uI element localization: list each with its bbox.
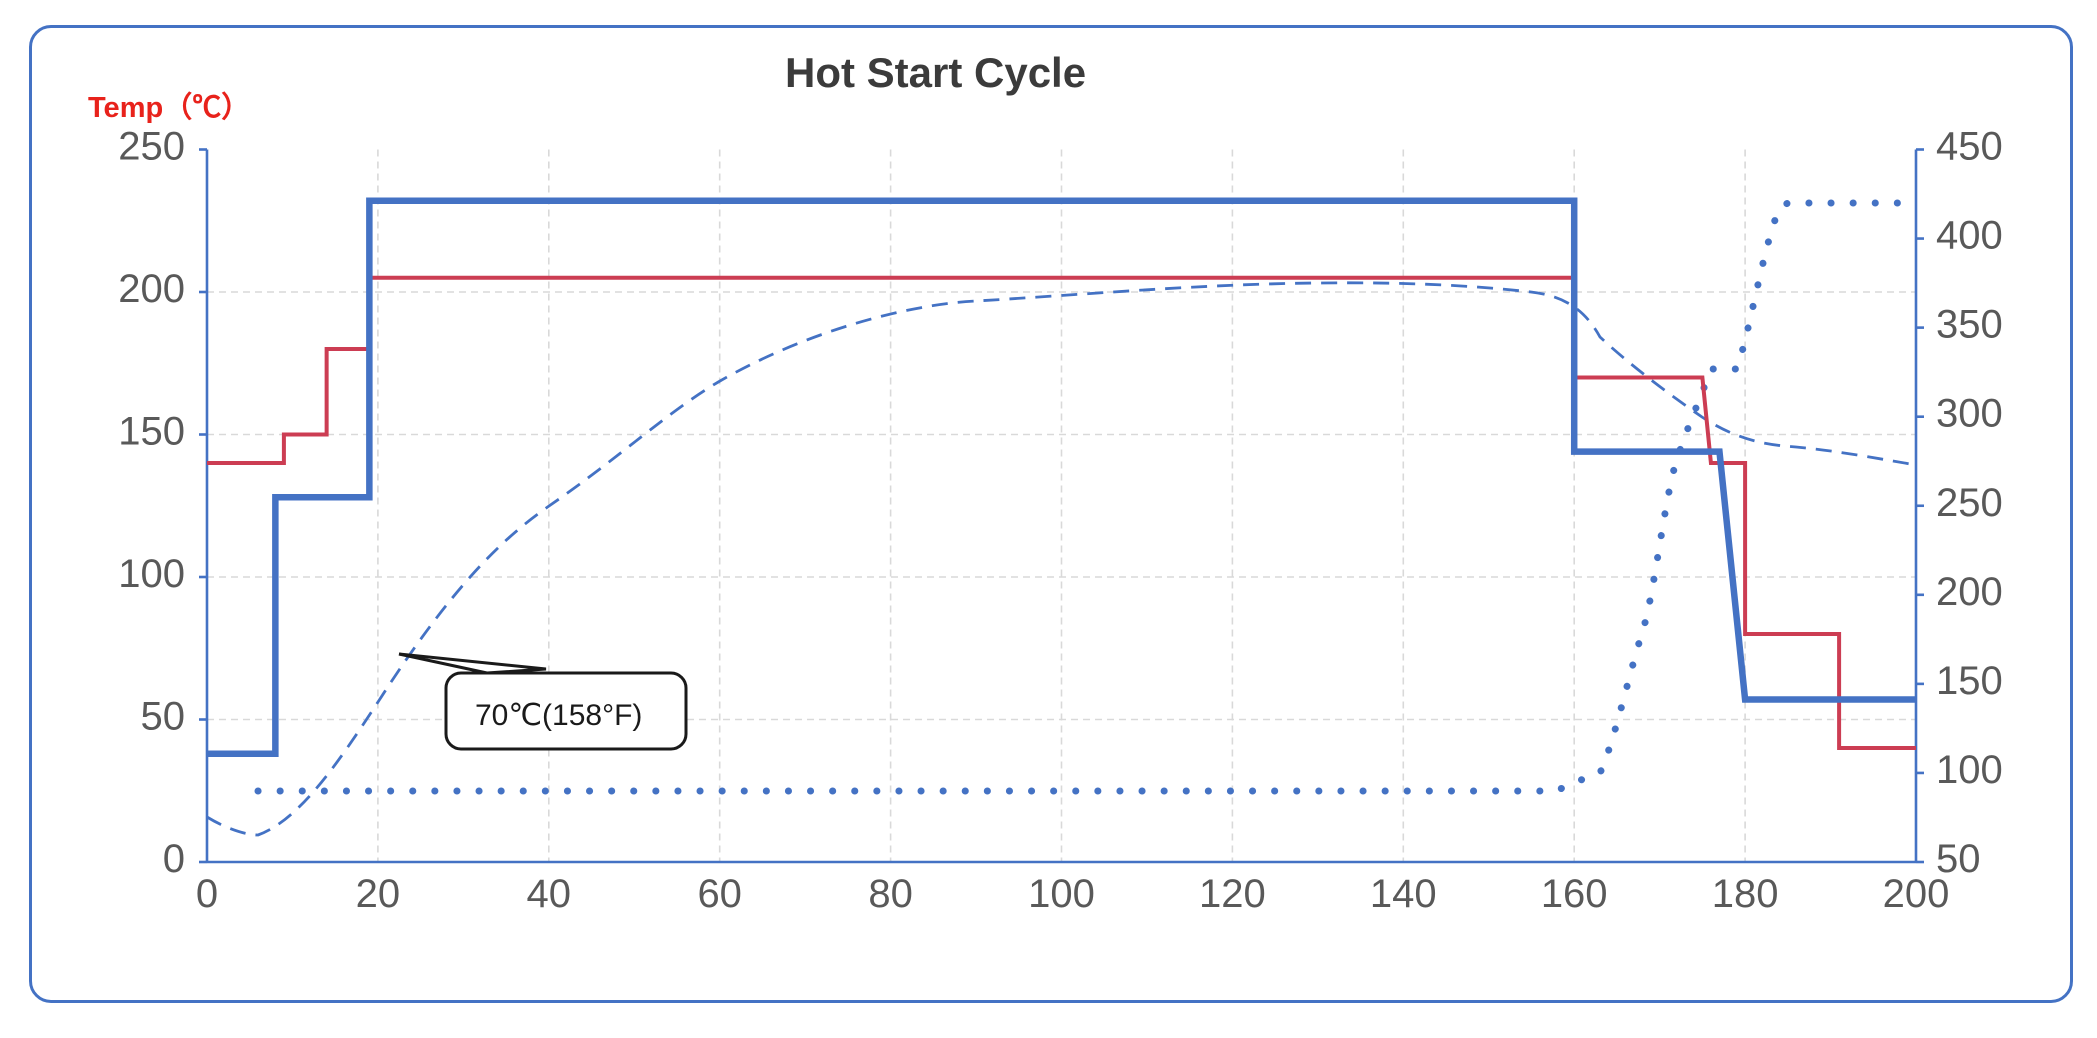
svg-text:50: 50 — [141, 695, 186, 739]
svg-text:250: 250 — [1936, 481, 2003, 525]
svg-text:180: 180 — [1712, 872, 1779, 916]
svg-text:160: 160 — [1541, 872, 1608, 916]
svg-text:0: 0 — [163, 837, 185, 881]
svg-text:100: 100 — [118, 552, 185, 596]
svg-text:200: 200 — [118, 267, 185, 311]
svg-text:250: 250 — [118, 125, 185, 169]
svg-text:70℃(158°F): 70℃(158°F) — [475, 699, 642, 732]
svg-text:20: 20 — [356, 872, 401, 916]
svg-text:200: 200 — [1883, 872, 1950, 916]
svg-text:120: 120 — [1199, 872, 1266, 916]
svg-text:100: 100 — [1028, 872, 1095, 916]
svg-text:400: 400 — [1936, 214, 2003, 258]
svg-text:450: 450 — [1936, 125, 2003, 169]
svg-text:0: 0 — [196, 872, 218, 916]
svg-text:100: 100 — [1936, 748, 2003, 792]
svg-text:150: 150 — [1936, 659, 2003, 703]
svg-text:40: 40 — [527, 872, 572, 916]
svg-text:60: 60 — [697, 872, 742, 916]
svg-text:140: 140 — [1370, 872, 1437, 916]
svg-text:200: 200 — [1936, 570, 2003, 614]
svg-text:80: 80 — [868, 872, 913, 916]
svg-text:350: 350 — [1936, 303, 2003, 347]
svg-text:150: 150 — [118, 410, 185, 454]
svg-text:300: 300 — [1936, 392, 2003, 436]
